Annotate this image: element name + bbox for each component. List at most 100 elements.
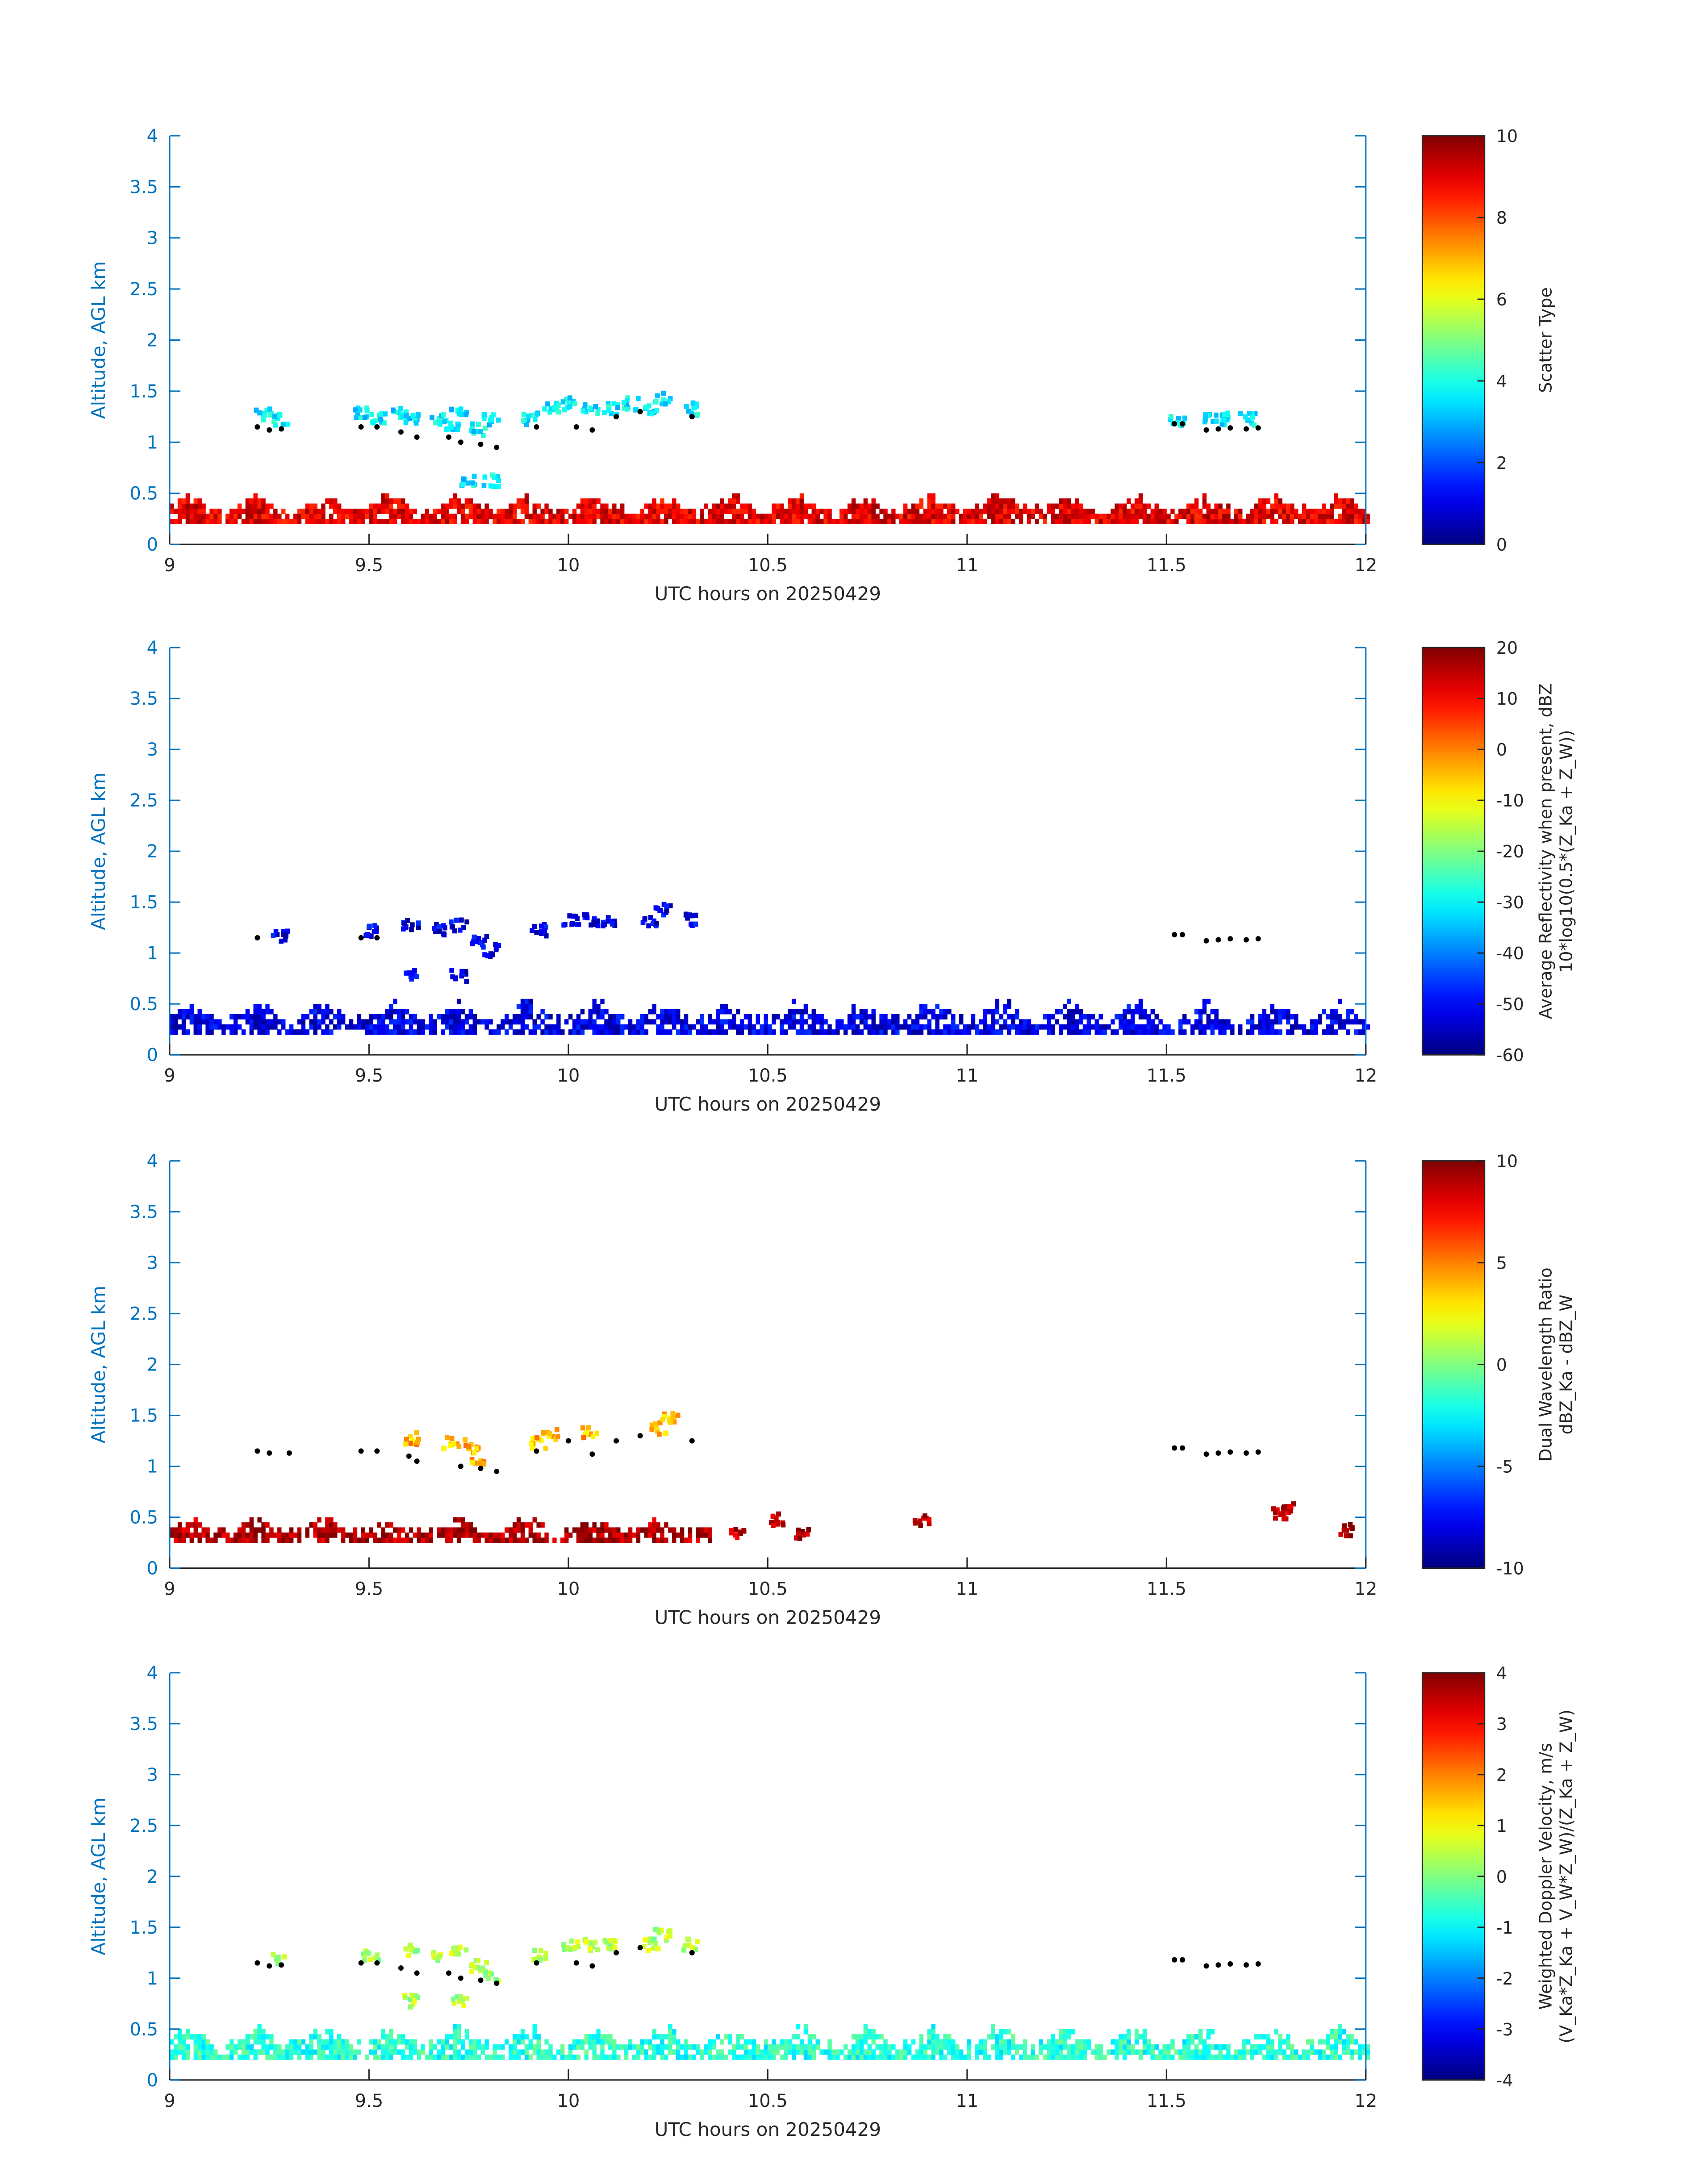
data-cell <box>927 2044 931 2050</box>
data-cell <box>739 2054 744 2060</box>
data-cell <box>1039 514 1043 519</box>
data-cell <box>1123 1029 1127 1035</box>
data-cell <box>1119 2044 1123 2050</box>
cloud-base-dot <box>267 1450 272 1456</box>
data-cell <box>476 503 481 509</box>
data-cell <box>684 2039 689 2045</box>
data-cell <box>772 2039 776 2045</box>
data-cell <box>177 1009 182 1015</box>
data-cell <box>193 2049 198 2055</box>
data-cell <box>397 1527 401 1533</box>
data-cell <box>652 1538 656 1543</box>
data-cell <box>1282 1504 1287 1509</box>
data-cell <box>245 518 250 524</box>
data-cell <box>237 2054 242 2060</box>
data-cell <box>803 1004 808 1010</box>
data-cell <box>595 406 601 412</box>
data-cell <box>748 503 752 509</box>
data-cell <box>401 2054 405 2060</box>
data-cell <box>690 1945 695 1951</box>
data-cell <box>592 2049 597 2055</box>
data-cell <box>720 498 724 504</box>
data-cell <box>349 1019 354 1025</box>
data-cell <box>1210 508 1215 514</box>
data-cell <box>624 398 630 403</box>
data-cell <box>931 2034 935 2040</box>
data-cell <box>571 913 576 919</box>
data-cell <box>593 1939 598 1945</box>
data-cell <box>493 514 497 519</box>
data-cell <box>1314 1029 1319 1035</box>
data-cell <box>341 1538 346 1543</box>
data-cell <box>173 518 178 524</box>
data-cell <box>704 2044 708 2050</box>
data-cell <box>1357 518 1362 524</box>
data-cell <box>664 514 668 519</box>
data-cell <box>1262 518 1267 524</box>
data-cell <box>995 2054 999 2060</box>
data-cell <box>245 498 250 504</box>
data-cell <box>265 1019 270 1025</box>
data-cell <box>1078 2054 1083 2060</box>
data-cell <box>1247 411 1252 416</box>
data-cell <box>588 2044 593 2050</box>
data-cell <box>927 498 931 504</box>
data-cell <box>1334 2039 1338 2045</box>
data-cell <box>189 514 194 519</box>
data-cell <box>1310 1029 1315 1035</box>
data-cell <box>205 1538 210 1543</box>
data-cell <box>927 2039 931 2045</box>
y-tick-label: 1.5 <box>129 1918 158 1938</box>
data-cell <box>1322 2039 1326 2045</box>
data-cell <box>520 2049 525 2055</box>
data-cell <box>1154 514 1159 519</box>
data-cell <box>1222 2054 1227 2060</box>
data-cell <box>1326 2054 1330 2060</box>
data-cell <box>612 1527 617 1533</box>
data-cell <box>1011 2039 1015 2045</box>
data-cell <box>261 2029 266 2035</box>
data-cell <box>1063 2054 1067 2060</box>
data-cell <box>1366 2054 1370 2060</box>
data-cell <box>1322 518 1326 524</box>
data-cell <box>556 1019 561 1025</box>
data-cell <box>1007 1004 1011 1010</box>
data-cell <box>1258 2049 1263 2055</box>
data-cell <box>600 2044 605 2050</box>
data-cell <box>393 498 397 504</box>
data-cell <box>362 415 367 420</box>
data-cell <box>489 2054 493 2060</box>
data-cell <box>923 2054 928 2060</box>
data-cell <box>1063 508 1067 514</box>
y-tick-label: 3.5 <box>129 1202 158 1223</box>
data-cell <box>999 498 1003 504</box>
data-cell <box>1286 1029 1290 1035</box>
data-cell <box>1035 2054 1040 2060</box>
data-cell <box>524 493 529 499</box>
data-cell <box>815 1014 820 1020</box>
data-cell <box>895 1029 900 1035</box>
data-cell <box>455 1441 460 1446</box>
data-cell <box>596 1004 601 1010</box>
data-cell <box>1198 508 1203 514</box>
x-tick-label: 11 <box>956 1579 978 1600</box>
data-cell <box>1059 1009 1063 1015</box>
data-cell <box>484 1532 489 1538</box>
data-cell <box>1074 518 1079 524</box>
y-tick-label: 4 <box>147 126 158 146</box>
data-cell <box>608 1029 613 1035</box>
data-cell <box>1294 2054 1299 2060</box>
data-cell <box>536 2034 541 2040</box>
data-cell <box>907 518 912 524</box>
data-cell <box>409 2044 413 2050</box>
data-cell <box>1186 514 1191 519</box>
data-cell <box>1298 2054 1303 2060</box>
data-cell <box>1047 2044 1051 2050</box>
data-cell <box>903 1024 908 1030</box>
cloud-base-dot <box>637 409 643 414</box>
data-cell <box>1015 1024 1019 1030</box>
data-cell <box>611 1938 616 1943</box>
data-cell <box>1294 1019 1299 1025</box>
data-cell <box>277 1527 282 1533</box>
